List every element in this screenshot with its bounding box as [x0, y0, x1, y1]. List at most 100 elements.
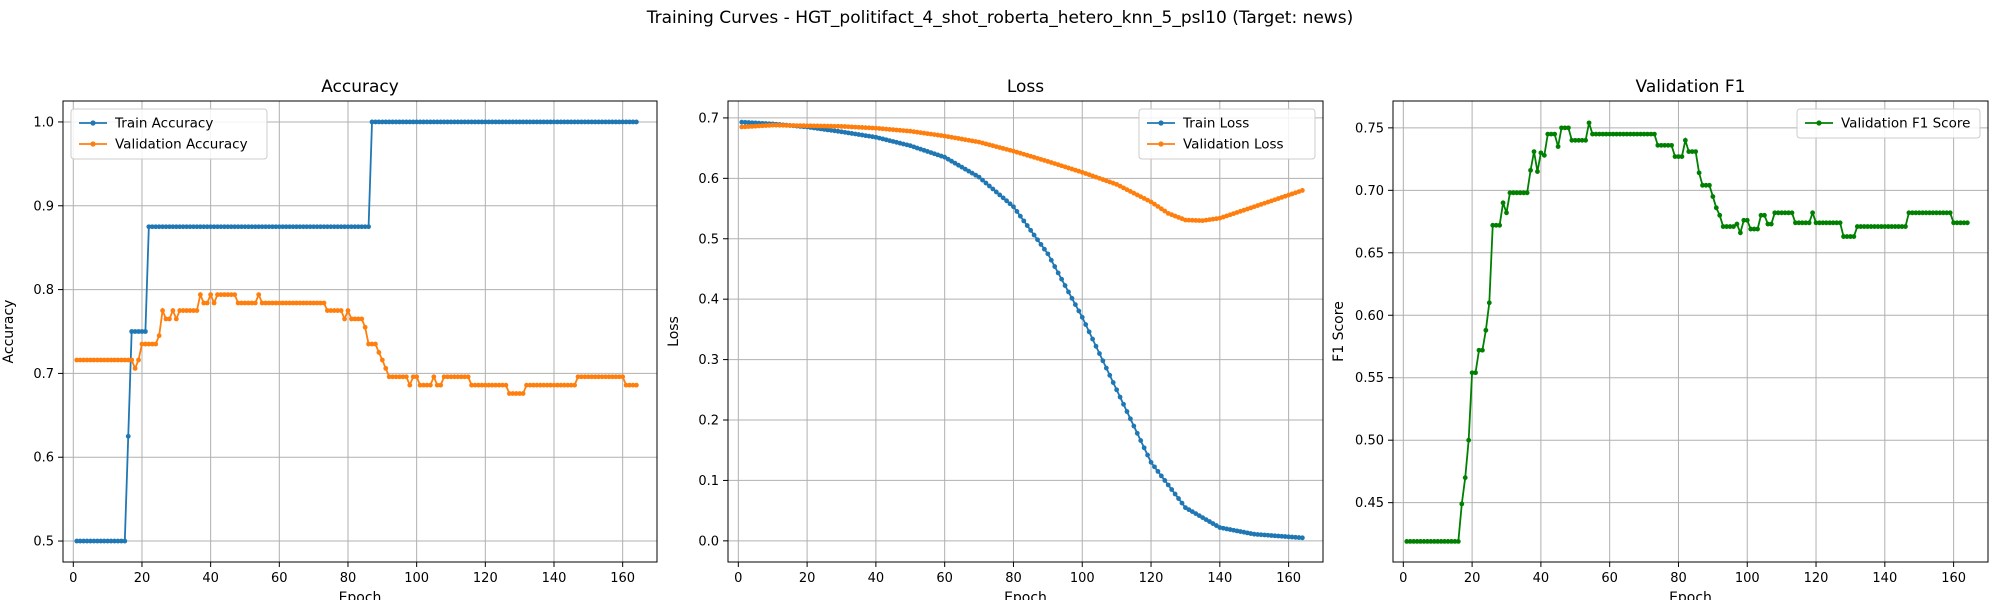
data-point	[1682, 137, 1688, 143]
data-point	[568, 119, 574, 125]
data-point	[1048, 257, 1054, 263]
data-point	[1045, 251, 1051, 257]
data-point	[242, 300, 248, 306]
data-point	[565, 382, 571, 388]
data-point	[1086, 329, 1092, 335]
data-point	[1789, 210, 1795, 216]
data-point	[1128, 416, 1133, 422]
data-point	[870, 125, 875, 131]
data-point	[634, 119, 639, 125]
data-point	[555, 382, 560, 388]
data-point	[842, 124, 848, 129]
legend-swatch-marker	[1816, 120, 1822, 126]
data-point	[88, 357, 93, 363]
data-point	[122, 357, 128, 363]
data-point	[225, 292, 231, 298]
data-point	[362, 224, 368, 230]
data-point	[482, 119, 488, 125]
data-point	[366, 224, 371, 230]
data-point	[1903, 224, 1908, 229]
data-point	[1772, 210, 1778, 216]
data-point	[1258, 532, 1264, 538]
data-point	[1469, 370, 1475, 376]
data-point	[403, 374, 409, 380]
data-point	[589, 119, 595, 125]
data-point	[630, 119, 636, 125]
data-point	[1755, 226, 1760, 232]
data-point	[455, 119, 461, 125]
x-tick-label: 60	[1601, 571, 1618, 586]
data-point	[1693, 149, 1699, 155]
data-point	[469, 119, 474, 125]
series-line	[1406, 122, 1968, 543]
data-point	[338, 224, 344, 230]
data-point	[520, 119, 526, 125]
data-point	[139, 341, 145, 347]
data-point	[438, 382, 444, 388]
data-point	[1407, 538, 1413, 544]
data-point	[1535, 169, 1540, 174]
x-tick-label: 80	[1005, 571, 1022, 586]
x-tick-label: 0	[69, 571, 77, 586]
data-point	[1762, 212, 1767, 218]
data-point	[1117, 394, 1123, 400]
x-tick-label: 160	[610, 571, 635, 586]
data-point	[283, 224, 289, 230]
y-tick-label: 0.8	[33, 283, 54, 298]
data-point	[506, 119, 512, 125]
legend-label: Validation Accuracy	[115, 137, 248, 153]
data-point	[1521, 190, 1527, 196]
data-point	[1737, 230, 1743, 236]
data-point	[314, 300, 320, 306]
data-point	[986, 183, 992, 189]
data-point	[904, 128, 910, 134]
series-2	[739, 122, 1305, 224]
data-point	[465, 119, 471, 125]
data-point	[105, 538, 111, 544]
legend-swatch-marker	[90, 120, 96, 126]
y-tick-label: 0.6	[33, 451, 54, 466]
data-point	[191, 308, 196, 313]
chart-panel-2: 0 20 40 60 80 100 120 140 160 0.0 0.1 0.2 0.3 0.4 0.5 0…	[666, 77, 1324, 600]
data-point	[177, 224, 183, 230]
data-point	[149, 224, 155, 230]
data-point	[173, 316, 179, 322]
data-point	[273, 300, 279, 306]
y-tick-label: 0.9	[33, 199, 54, 214]
data-point	[266, 300, 272, 306]
data-point	[1799, 220, 1805, 226]
data-point	[500, 382, 505, 388]
data-point	[342, 224, 347, 230]
data-point	[297, 224, 303, 230]
data-point	[609, 119, 615, 125]
data-point	[592, 119, 598, 125]
data-point	[544, 382, 550, 388]
data-point	[1055, 270, 1061, 276]
data-point	[304, 224, 310, 230]
data-point	[599, 374, 605, 380]
data-point	[448, 374, 454, 380]
data-point	[873, 125, 879, 131]
data-point	[1765, 221, 1771, 227]
x-tick-label: 80	[1670, 571, 1687, 586]
data-point	[1710, 194, 1716, 199]
data-point	[201, 300, 207, 306]
data-point	[349, 316, 354, 322]
data-point	[1524, 190, 1530, 196]
data-point	[790, 123, 796, 128]
data-point	[304, 300, 310, 306]
data-point	[1076, 308, 1082, 314]
data-point	[1165, 482, 1171, 488]
data-point	[129, 329, 135, 334]
data-point	[599, 119, 605, 125]
data-point	[1286, 534, 1292, 540]
data-point	[1011, 204, 1016, 210]
data-point	[287, 300, 293, 306]
data-point	[393, 119, 399, 125]
data-point	[1480, 347, 1485, 353]
data-point	[1114, 387, 1120, 393]
data-point	[197, 292, 203, 298]
data-point	[1727, 224, 1733, 229]
data-point	[766, 122, 772, 128]
y-tick-label: 0.70	[1355, 184, 1384, 199]
